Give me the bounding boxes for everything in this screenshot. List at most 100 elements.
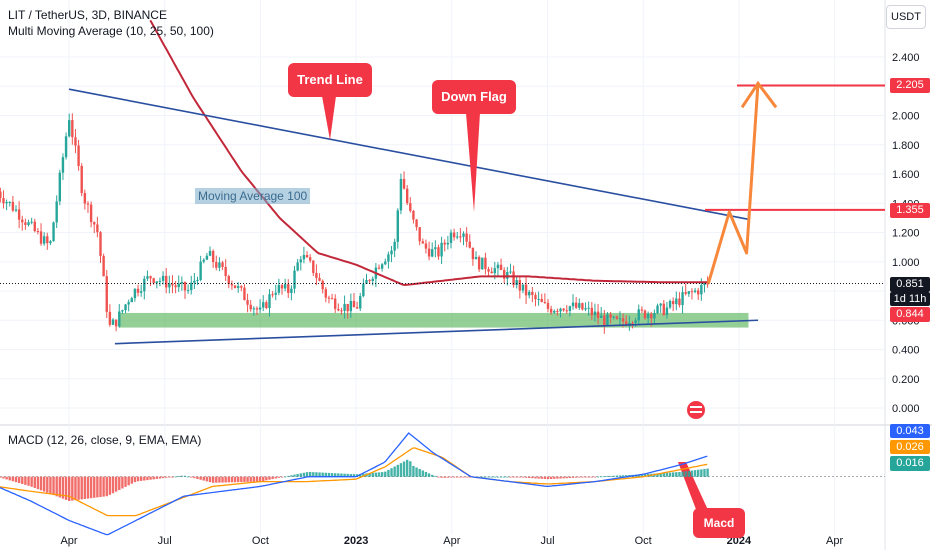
macd-histogram-bar	[603, 476, 606, 478]
macd-histogram-bar	[675, 472, 678, 477]
candle-body	[681, 292, 684, 306]
macd-histogram-bar	[546, 476, 550, 480]
macd-histogram-bar	[574, 476, 578, 478]
candle-body	[130, 298, 133, 303]
x-tick-label: 2023	[344, 535, 368, 547]
candle-body	[521, 284, 525, 291]
candle-body	[518, 280, 522, 291]
candle-body	[568, 306, 572, 311]
candle-body	[396, 210, 399, 242]
x-tick-label: Oct	[635, 535, 652, 547]
candle-body	[114, 319, 118, 327]
macd-histogram-bar	[324, 472, 328, 477]
candle-body	[158, 280, 162, 282]
macd-histogram-bar	[327, 472, 331, 477]
trend-line-pointer	[322, 96, 336, 140]
macd-histogram-bar	[387, 469, 390, 477]
candle-body	[99, 232, 102, 256]
macd-histogram-bar	[24, 476, 27, 485]
currency-button[interactable]: USDT	[886, 5, 926, 29]
candle-body	[17, 209, 21, 220]
candle-body	[14, 209, 18, 211]
candle-body	[327, 297, 331, 299]
macd-histogram-bar	[656, 473, 659, 477]
macd-histogram-bar	[337, 473, 340, 477]
y-tick-label: 1.600	[892, 169, 920, 181]
macd-histogram-bar	[340, 473, 343, 477]
candle-body	[136, 288, 140, 293]
macd-histogram-bar	[540, 476, 543, 479]
candle-body	[324, 289, 328, 298]
candle-body	[405, 188, 409, 204]
candle-body	[293, 270, 296, 289]
x-tick-label: Apr	[60, 535, 77, 547]
macd-histogram-bar	[493, 476, 496, 478]
macd-histogram-bar	[625, 475, 628, 477]
macd-histogram-bar	[700, 469, 703, 477]
candle-body	[340, 310, 343, 312]
candle-body	[318, 277, 321, 281]
macd-histogram-bar	[93, 476, 96, 498]
candle-body	[593, 311, 597, 316]
candle-body	[581, 303, 584, 310]
candle-body	[221, 262, 224, 268]
candle-body	[102, 255, 105, 277]
macd-histogram-bar	[218, 476, 221, 483]
candle-body	[252, 308, 256, 310]
macd-histogram-bar	[690, 470, 694, 477]
macd-histogram-bar	[427, 473, 431, 477]
macd-histogram-bar	[509, 476, 512, 478]
candle-body	[387, 254, 390, 262]
macd-histogram-bar	[64, 476, 68, 500]
macd-histogram-bar	[190, 476, 193, 478]
macd-histogram-bar	[183, 475, 187, 477]
candle-body	[537, 298, 540, 300]
candle-body	[553, 310, 556, 313]
candle-body	[55, 201, 58, 223]
macd-histogram-bar	[155, 476, 159, 479]
candle-body	[543, 301, 547, 303]
candle-body	[196, 279, 199, 281]
candle-body	[180, 281, 184, 284]
macd-histogram-bar	[33, 476, 36, 488]
macd-histogram-bar	[271, 476, 274, 480]
candle-body	[487, 269, 490, 272]
macd-histogram-bar	[549, 476, 553, 479]
candle-body	[39, 231, 43, 244]
y-tick-label: 1.800	[892, 140, 920, 152]
macd-histogram-bar	[177, 476, 180, 477]
macd-histogram-bar	[543, 476, 547, 479]
candle-body	[146, 276, 149, 279]
macd-histogram-bar	[499, 476, 503, 478]
candle-body	[512, 271, 515, 286]
candle-body	[534, 295, 537, 300]
candle-body	[121, 310, 124, 312]
macd-histogram-bar	[230, 476, 234, 483]
candle-body	[449, 232, 453, 243]
candle-body	[246, 300, 249, 305]
macd-histogram-bar	[302, 472, 306, 477]
candle-body	[549, 308, 553, 313]
candle-body	[609, 314, 612, 318]
candle-body	[302, 254, 306, 260]
candle-body	[380, 264, 384, 269]
macd-histogram-bar	[402, 461, 406, 477]
macd-histogram-bar	[502, 476, 506, 478]
macd-histogram-bar	[86, 476, 90, 499]
candle-body	[424, 243, 428, 249]
symbol-title: LIT / TetherUS, 3D, BINANCE	[8, 8, 167, 22]
macd-histogram-bar	[593, 476, 597, 478]
candle-body	[524, 284, 528, 296]
candle-body	[459, 236, 462, 238]
macd-histogram-bar	[643, 474, 647, 477]
candle-body	[11, 201, 15, 211]
candle-body	[2, 198, 5, 204]
candle-body	[490, 271, 493, 274]
candle-body	[74, 137, 77, 146]
candle-body	[177, 283, 180, 288]
macd-histogram-bar	[662, 472, 665, 477]
macd-histogram-bar	[0, 476, 2, 478]
candle-body	[61, 157, 65, 173]
macd-histogram-bar	[83, 476, 87, 499]
macd-histogram-bar	[296, 474, 299, 477]
